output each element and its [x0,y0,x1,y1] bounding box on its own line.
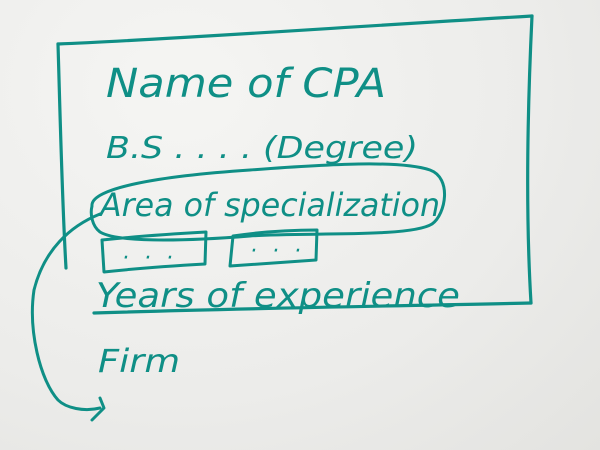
arrow-head-icon [90,396,106,422]
specialization-box-1: · · · [100,230,208,274]
years-of-experience-label: Years of experience [96,276,460,316]
arrow-curve [30,212,102,412]
card-outline [56,14,534,315]
area-of-specialization-label: Area of specialization [98,186,440,224]
box-2-placeholder: · · · [250,239,305,264]
degree-line: B.S . . . . (Degree) [106,131,418,166]
specialization-box-2: · · · [228,228,319,268]
page-title: Name of CPA [106,61,386,107]
box-1-placeholder: · · · [122,246,177,271]
firm-label: Firm [98,342,180,380]
